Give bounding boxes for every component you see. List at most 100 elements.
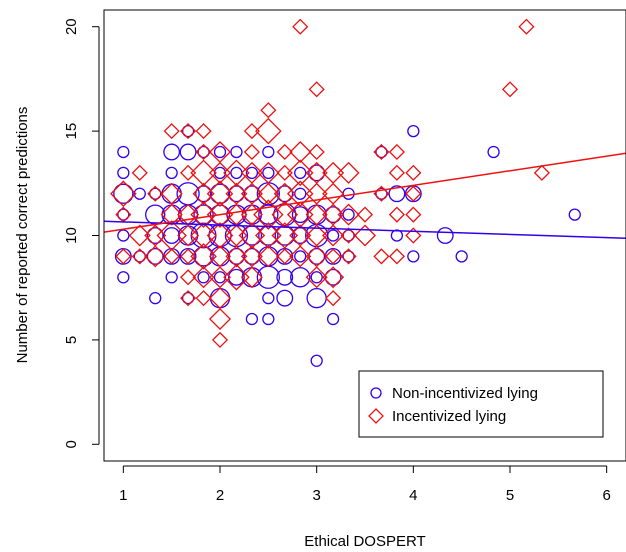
diamond-point: [388, 143, 405, 161]
diamond-point: [195, 123, 212, 140]
diamond-point: [289, 245, 312, 268]
diamond-point: [110, 180, 137, 208]
x-axis: 1 2 3 4 5 6: [119, 465, 611, 504]
circle-point: [163, 143, 181, 161]
diamond-point: [276, 164, 293, 181]
circle-point: [213, 166, 227, 180]
circle-point: [487, 145, 500, 159]
circle-point: [256, 182, 280, 206]
x-tick-label: 1: [119, 487, 127, 504]
circle-point: [114, 247, 132, 265]
circle-point: [306, 287, 327, 309]
circle-point: [342, 250, 355, 263]
x-tick-label: 6: [602, 487, 610, 504]
diamond-point: [208, 307, 232, 331]
diamond-point: [271, 222, 299, 249]
diamond-point: [518, 18, 535, 35]
diamond-point: [353, 224, 377, 247]
circle-point: [294, 250, 307, 263]
diamond-point: [180, 164, 197, 181]
circle-point: [181, 124, 195, 138]
circle-point: [230, 145, 243, 159]
diamond-point: [243, 143, 260, 161]
circle-point: [149, 291, 162, 305]
diamond-point: [388, 206, 405, 223]
circle-point: [163, 227, 181, 244]
y-tick-label: 0: [63, 440, 80, 448]
circle-point: [310, 354, 323, 367]
y-tick-label: 5: [63, 336, 80, 344]
y-axis: 0 5 10 15 20: [63, 18, 100, 448]
circle-point: [193, 246, 214, 267]
circle-point: [224, 223, 249, 248]
diamond-point: [322, 224, 345, 247]
circle-point: [310, 271, 323, 284]
diamond-point: [257, 245, 280, 268]
circle-point: [407, 250, 420, 263]
diamond-point: [131, 164, 148, 181]
circle-point: [276, 268, 294, 286]
circle-point: [324, 268, 342, 286]
circle-point: [117, 166, 130, 180]
circle-point: [179, 143, 197, 161]
diamond-point: [206, 180, 234, 208]
diamond-point: [260, 102, 277, 119]
circle-point: [342, 208, 355, 221]
circle-point: [324, 206, 342, 224]
diamond-point: [163, 248, 180, 265]
circle-point: [276, 289, 294, 307]
fit-line-non-incentivized: [103, 220, 626, 239]
diamond-point: [208, 140, 232, 164]
circle-point: [290, 267, 311, 288]
diamond-point: [276, 248, 293, 265]
diamond-point: [337, 203, 360, 226]
circle-point: [228, 268, 245, 286]
circle-point: [161, 183, 182, 204]
diamond-point: [208, 161, 232, 184]
circle-point: [375, 145, 388, 159]
legend-circle-marker: [370, 387, 382, 399]
diamond-point: [286, 159, 314, 187]
circle-point: [375, 187, 388, 200]
diamond-point: [131, 248, 148, 265]
circle-point: [113, 183, 134, 204]
diamond-point: [195, 143, 212, 161]
diamond-point: [223, 263, 250, 291]
diamond-point: [405, 185, 422, 202]
diamond-point: [243, 123, 260, 140]
diamond-point: [533, 164, 550, 181]
diamond-point: [405, 227, 422, 244]
circle-point: [197, 271, 210, 284]
diamond-point: [180, 123, 197, 140]
series-non-incentivized: [113, 124, 581, 367]
legend-box: [358, 370, 604, 438]
circle-point: [308, 164, 326, 182]
diamond-point: [190, 159, 217, 187]
diamond-point: [388, 248, 405, 265]
diamond-point: [190, 243, 217, 270]
diamond-point: [276, 143, 293, 161]
circle-point: [230, 166, 243, 180]
circle-point: [146, 227, 164, 244]
x-tick-label: 4: [409, 487, 417, 504]
circle-point: [274, 225, 295, 246]
circle-point: [241, 267, 263, 288]
circle-point: [342, 187, 355, 200]
legend: Non-incentivized lying Incentivized lyin…: [358, 370, 604, 438]
diamond-point: [115, 248, 132, 265]
circle-point: [455, 250, 468, 263]
legend-label-incentivized: Incentivized lying: [392, 408, 506, 425]
diamond-point: [128, 224, 151, 247]
x-axis-label: Ethical DOSPERT: [304, 533, 425, 550]
circle-point: [213, 145, 227, 159]
diamond-point: [160, 203, 183, 226]
diamond-point: [501, 81, 519, 98]
circle-point: [117, 271, 130, 284]
series-incentivized: [110, 18, 550, 348]
fit-line-incentivized: [103, 152, 626, 233]
y-axis-label: Number of reported correct predictions: [14, 107, 31, 364]
circle-point: [165, 271, 178, 284]
circle-point: [209, 287, 231, 309]
diamond-point: [147, 185, 164, 202]
diamond-point: [292, 18, 309, 35]
